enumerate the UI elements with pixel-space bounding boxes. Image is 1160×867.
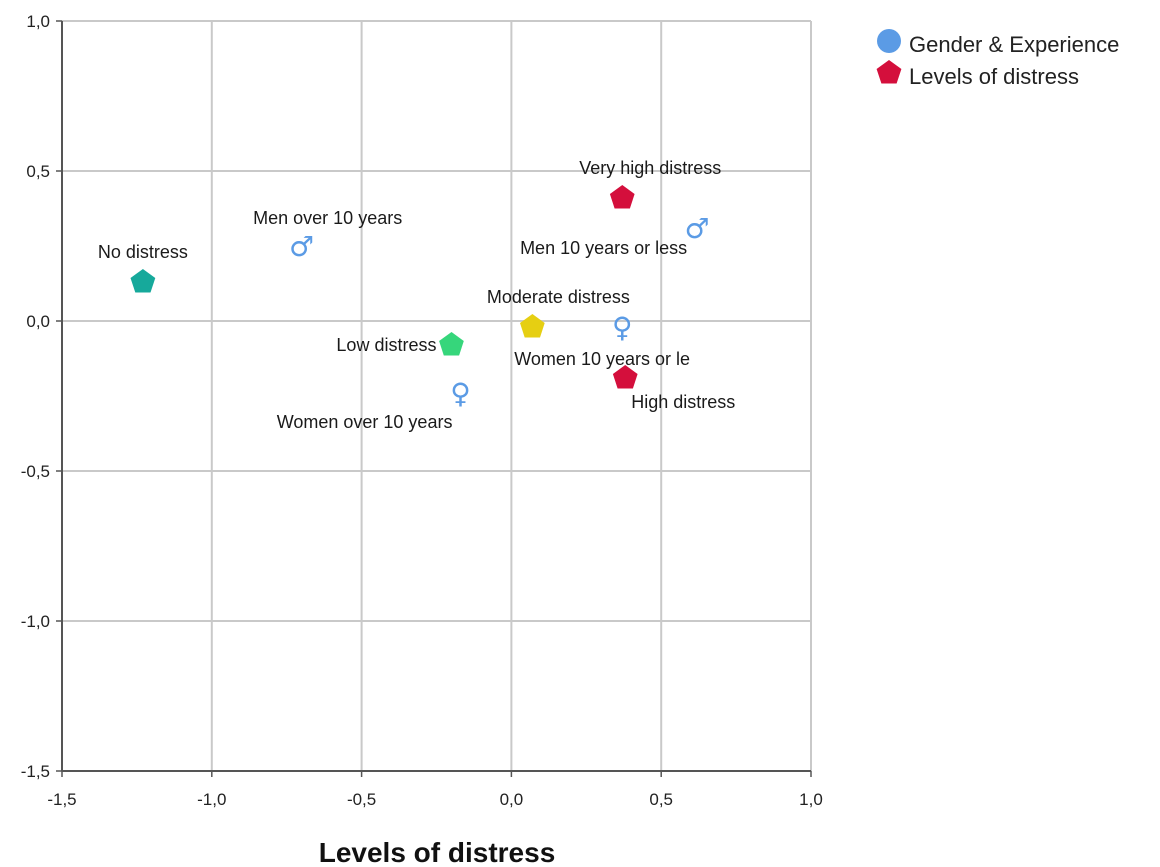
marker-no-distress (130, 269, 156, 293)
label-men-10-years-or-less: Men 10 years or less (520, 238, 687, 258)
marker-low-distress (439, 332, 464, 356)
label-men-over-10-years: Men over 10 years (253, 208, 402, 228)
x-tick-label: -1,0 (197, 790, 226, 809)
marker-men-over-10-years: ♂ (289, 230, 314, 263)
label-low-distress: Low distress (336, 335, 436, 355)
y-tick-label: 0,0 (26, 312, 50, 331)
legend-label-levels-of-distress: Levels of distress (909, 64, 1079, 89)
marker-women-over-10-years: ♀ (450, 377, 471, 410)
point-labels: Men over 10 years Men 10 years or less Wom… (98, 158, 735, 432)
axes (56, 20, 812, 777)
label-women-over-10-years: Women over 10 years (277, 412, 453, 432)
grid (62, 20, 812, 771)
marker-very-high-distress (609, 185, 635, 209)
y-tick-label: -1,0 (21, 612, 50, 631)
x-tick-label: 1,0 (799, 790, 823, 809)
plot-area (62, 21, 811, 771)
y-tick-label: 1,0 (26, 12, 50, 31)
legend-marker-gender-experience (877, 29, 901, 53)
legend-label-gender-experience: Gender & Experience (909, 32, 1119, 57)
y-tick-label: -1,5 (21, 762, 50, 781)
marker-women-10-years-or-le: ♀ (612, 311, 633, 344)
label-very-high-distress: Very high distress (579, 158, 721, 178)
label-no-distress: No distress (98, 242, 188, 262)
y-tick-labels: 1,0 0,5 0,0 -0,5 -1,0 -1,5 (21, 12, 50, 781)
marker-high-distress (612, 365, 638, 389)
data-points: ♂ ♂ ♀ ♀ (130, 185, 710, 410)
label-women-10-years-or-le: Women 10 years or le (514, 349, 690, 369)
legend: Gender & Experience Levels of distress (876, 29, 1119, 89)
x-axis-title: Levels of distress (319, 837, 556, 867)
x-tick-label: 0,5 (649, 790, 673, 809)
x-tick-label: -0,5 (347, 790, 376, 809)
y-tick-label: -0,5 (21, 462, 50, 481)
label-moderate-distress: Moderate distress (487, 287, 630, 307)
marker-moderate-distress (520, 314, 545, 338)
x-tick-labels: -1,5 -1,0 -0,5 0,0 0,5 1,0 (47, 790, 822, 809)
legend-marker-levels-of-distress (876, 60, 902, 84)
x-tick-label: 0,0 (500, 790, 524, 809)
marker-men-10-years-or-less: ♂ (685, 212, 710, 245)
x-tick-label: -1,5 (47, 790, 76, 809)
y-tick-label: 0,5 (26, 162, 50, 181)
label-high-distress: High distress (631, 392, 735, 412)
